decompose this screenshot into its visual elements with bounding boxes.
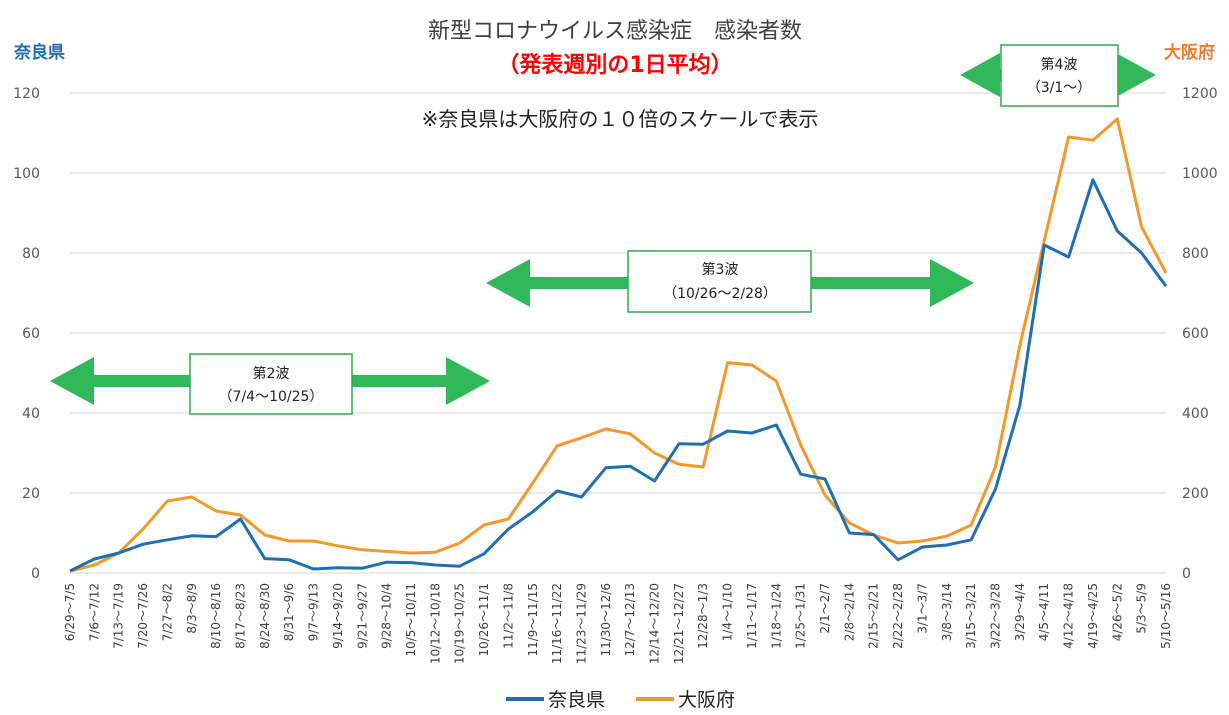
wave4-annotation: 第4波 （3/1～） — [960, 44, 1156, 107]
legend: 奈良県 大阪府 — [506, 689, 735, 711]
x-tick-label: 9/28～10/4 — [380, 583, 394, 649]
x-tick-label: 8/24～8/30 — [258, 583, 272, 649]
x-tick-label: 1/18～1/24 — [769, 583, 783, 649]
x-tick-label: 1/25～1/31 — [794, 583, 808, 649]
chart-title: 新型コロナウイルス感染症 感染者数 — [428, 19, 802, 44]
x-tick-label: 3/8～3/14 — [940, 583, 954, 641]
y-axis-left-ticks: 0 20 40 60 80 100 120 — [13, 86, 40, 582]
y-left-tick-label: 40 — [22, 406, 40, 422]
x-axis-ticks: 6/29～7/5 7/6～7/12 7/13～7/19 7/20～7/26 7/27～8… — [63, 583, 1173, 664]
series-line-0 — [69, 178, 1168, 573]
x-tick-label: 7/13～7/19 — [112, 583, 126, 649]
x-tick-label: 11/23～11/29 — [574, 583, 588, 664]
wave4-label: 第4波 — [1041, 56, 1078, 73]
wave2-box — [189, 353, 353, 415]
x-tick-label: 10/19～10/25 — [453, 583, 467, 664]
x-tick-label: 4/26～5/2 — [1110, 583, 1124, 641]
y-left-tick-label: 100 — [13, 166, 40, 182]
x-tick-label: 4/5～4/11 — [1037, 583, 1051, 641]
x-tick-label: 6/29～7/5 — [63, 583, 77, 641]
wave2-annotation: 第2波 （7/4～10/25） — [50, 353, 490, 415]
x-tick-label: 3/1～3/7 — [915, 583, 929, 634]
x-tick-label: 5/10～5/16 — [1159, 583, 1173, 649]
x-tick-label: 9/14～9/20 — [331, 583, 345, 649]
series-line-1 — [69, 117, 1168, 573]
x-tick-label: 7/6～7/12 — [87, 583, 101, 641]
y-right-tick-label: 1200 — [1182, 86, 1218, 102]
wave4-range: （3/1～） — [1027, 80, 1092, 96]
x-tick-label: 4/19～4/25 — [1086, 583, 1100, 649]
x-tick-label: 10/26～11/1 — [477, 583, 491, 657]
wave2-range: （7/4～10/25） — [219, 389, 324, 405]
y-left-tick-label: 120 — [13, 86, 40, 102]
y-right-tick-label: 1000 — [1182, 166, 1218, 182]
x-tick-label: 8/3～8/9 — [185, 583, 199, 634]
x-tick-label: 10/12～10/18 — [428, 583, 442, 664]
x-tick-label: 12/14～12/20 — [648, 583, 662, 664]
x-tick-label: 1/11～1/17 — [745, 583, 759, 649]
x-tick-label: 3/15～3/21 — [964, 583, 978, 649]
x-tick-label: 11/30～12/6 — [599, 583, 613, 657]
x-tick-label: 2/22～2/28 — [891, 583, 905, 649]
x-tick-label: 12/7～12/13 — [623, 583, 637, 657]
x-tick-label: 5/3～5/9 — [1135, 583, 1149, 634]
x-tick-label: 2/8～2/14 — [842, 583, 856, 641]
series-lines — [69, 117, 1168, 573]
y-right-tick-label: 400 — [1182, 406, 1209, 422]
x-tick-label: 12/28～1/3 — [696, 583, 710, 649]
wave4-box — [1000, 44, 1119, 107]
x-tick-label: 12/21～12/27 — [672, 583, 686, 664]
y-left-tick-label: 80 — [22, 246, 40, 262]
x-tick-label: 3/22～3/28 — [989, 583, 1003, 649]
wave3-label: 第3波 — [702, 261, 739, 278]
x-tick-label: 11/2～11/8 — [501, 583, 515, 649]
x-tick-label: 8/10～8/16 — [209, 583, 223, 649]
y-axis-right-label: 大阪府 — [1164, 42, 1215, 63]
x-tick-label: 9/21～9/27 — [355, 583, 369, 649]
wave2-label: 第2波 — [253, 365, 290, 382]
x-tick-label: 11/16～11/22 — [550, 583, 564, 664]
x-tick-label: 4/12～4/18 — [1062, 583, 1076, 649]
x-tick-label: 8/31～9/6 — [282, 583, 296, 641]
y-right-tick-label: 200 — [1182, 486, 1209, 502]
x-tick-label: 2/1～2/7 — [818, 583, 832, 634]
y-left-tick-label: 20 — [22, 486, 40, 502]
chart-note: ※奈良県は大阪府の１０倍のスケールで表示 — [422, 107, 819, 131]
y-right-tick-label: 0 — [1182, 566, 1191, 582]
y-axis-left-label: 奈良県 — [13, 42, 65, 63]
wave3-box — [627, 250, 812, 313]
wave3-annotation: 第3波 （10/26～2/28） — [486, 250, 974, 313]
y-left-tick-label: 0 — [31, 566, 40, 582]
legend-osaka-label: 大阪府 — [678, 689, 735, 711]
wave3-range: （10/26～2/28） — [663, 286, 777, 302]
gridlines — [70, 92, 1166, 574]
x-tick-label: 11/9～11/15 — [526, 583, 540, 657]
y-axis-right-ticks: 0 200 400 600 800 1000 1200 — [1182, 86, 1218, 582]
legend-nara-label: 奈良県 — [548, 689, 605, 711]
x-tick-label: 9/7～9/13 — [307, 583, 321, 641]
x-tick-label: 10/5～10/11 — [404, 583, 418, 657]
x-tick-label: 3/29～4/4 — [1013, 583, 1027, 641]
y-left-tick-label: 60 — [22, 326, 40, 342]
x-tick-label: 1/4～1/10 — [721, 583, 735, 641]
x-tick-label: 2/15～2/21 — [867, 583, 881, 649]
x-tick-label: 7/27～8/2 — [160, 583, 174, 641]
y-right-tick-label: 800 — [1182, 246, 1209, 262]
y-right-tick-label: 600 — [1182, 326, 1209, 342]
x-tick-label: 7/20～7/26 — [136, 583, 150, 649]
x-tick-label: 8/17～8/23 — [233, 583, 247, 649]
chart-subtitle: （発表週別の1日平均） — [497, 52, 732, 78]
